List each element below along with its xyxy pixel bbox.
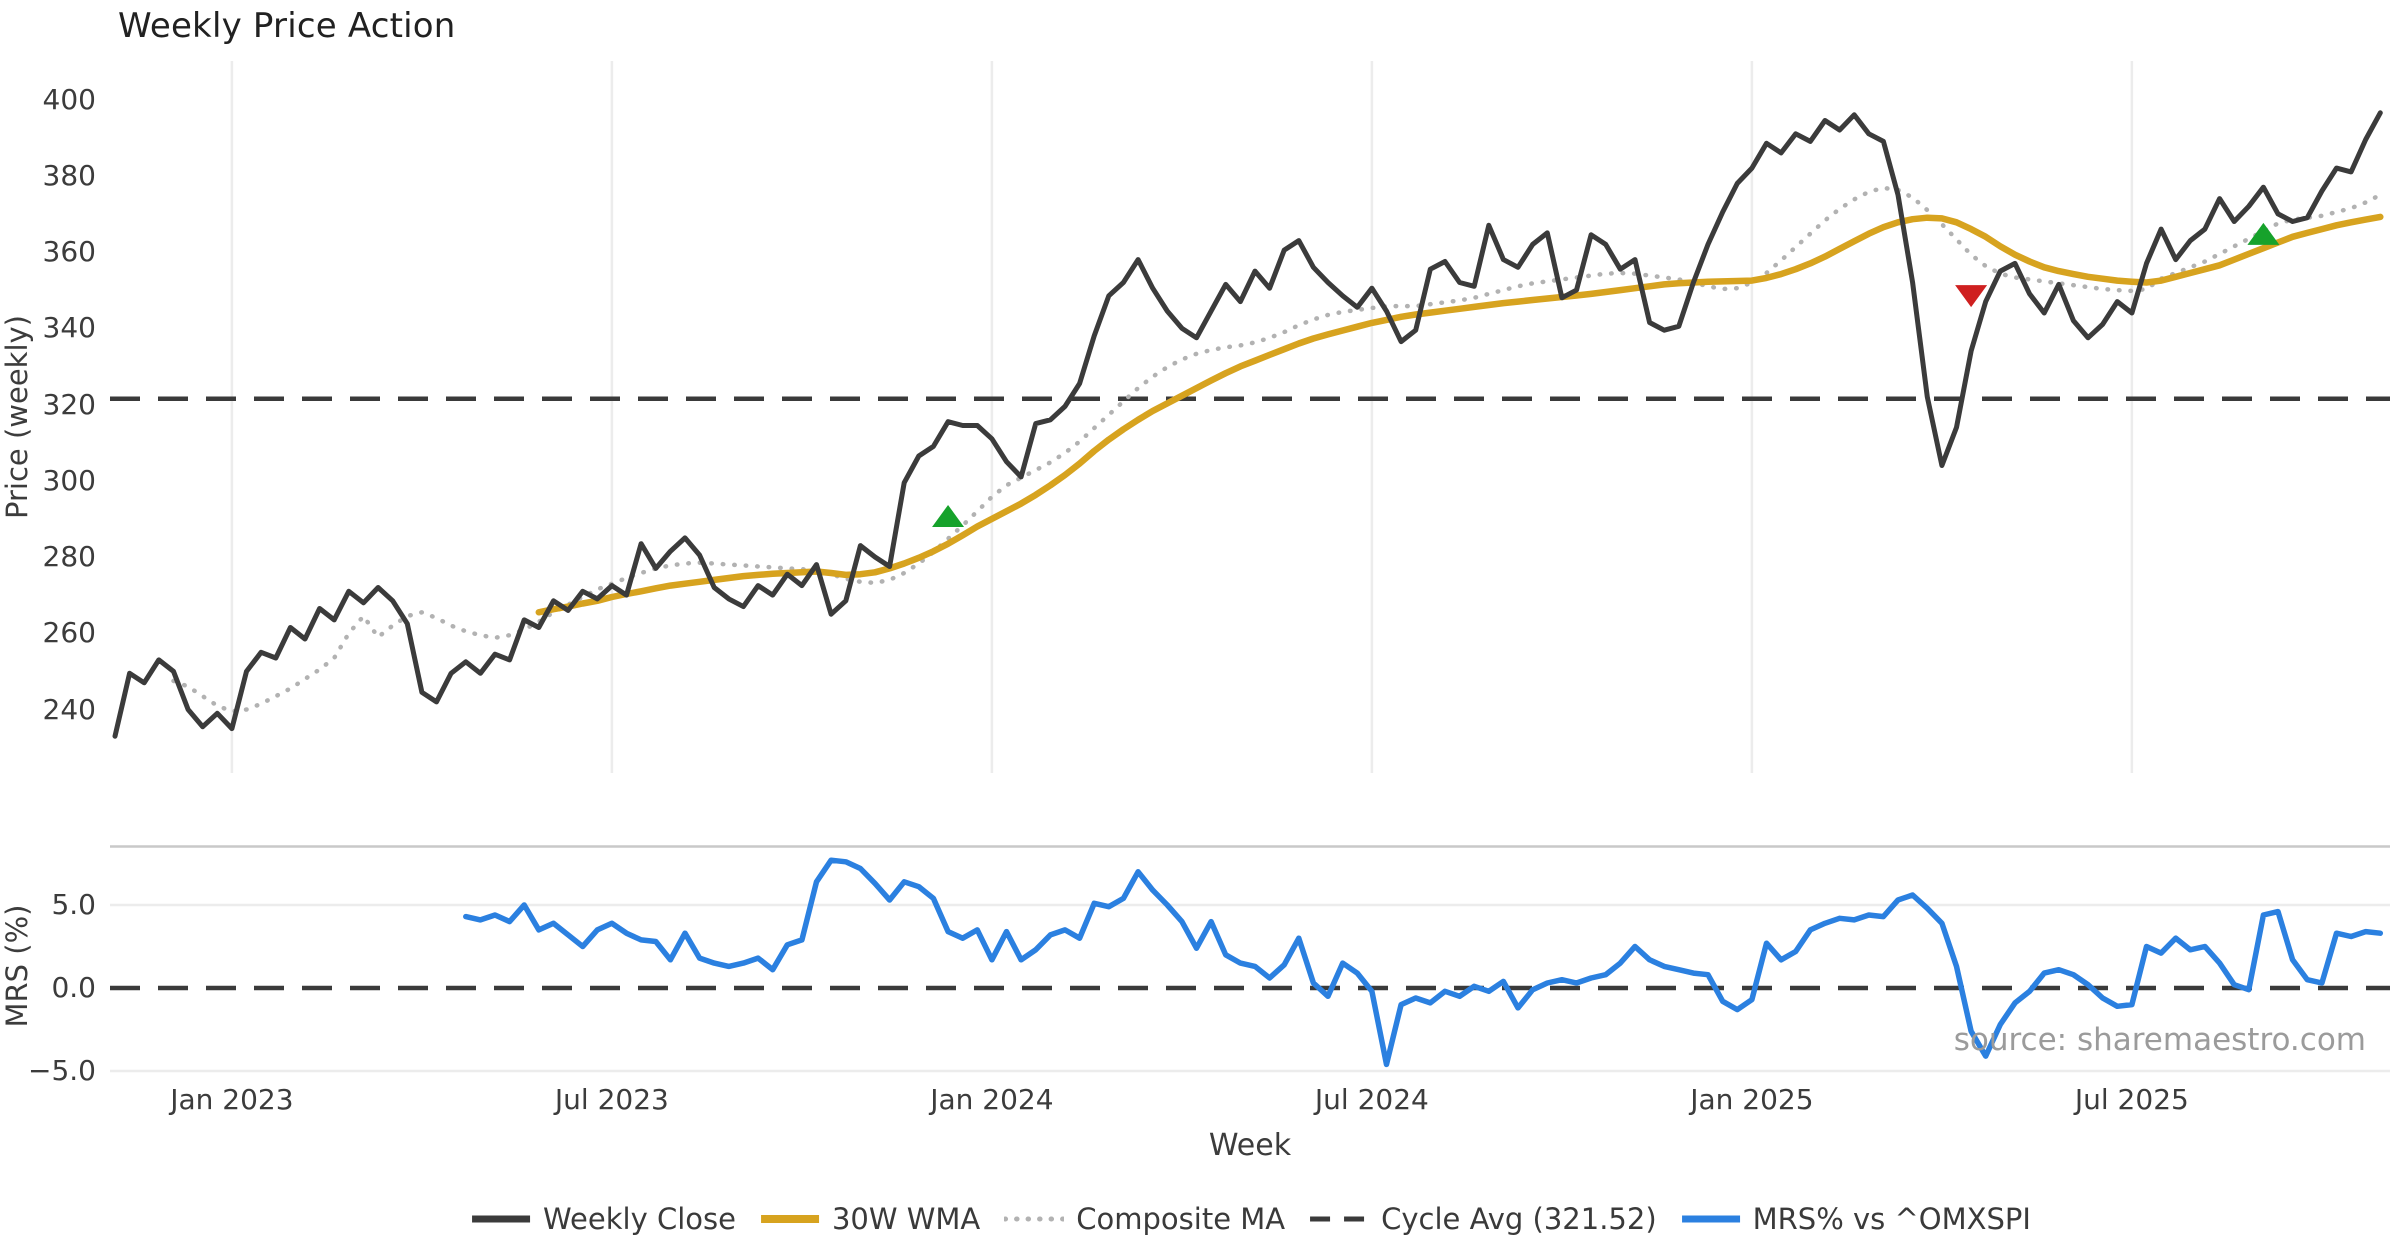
legend-line-sample-icon	[472, 1215, 531, 1223]
x-tick-label: Jul 2025	[2074, 1083, 2189, 1116]
price-tick-label: 360	[42, 235, 96, 268]
price-tick-label: 320	[42, 387, 96, 421]
legend-item: 30W WMA	[760, 1202, 980, 1236]
x-tick-label: Jan 2024	[930, 1083, 1054, 1116]
x-tick-label: Jan 2025	[1690, 1083, 1814, 1116]
buy-signal-marker	[2247, 222, 2280, 245]
price-tick-label: 300	[42, 463, 96, 497]
legend-item-label: 30W WMA	[831, 1202, 981, 1236]
x-axis-label: Week	[1208, 1128, 1292, 1163]
buy-signal-marker	[932, 504, 965, 527]
weekly-close-line	[112, 110, 2383, 739]
price-tick-label: 400	[42, 82, 96, 116]
legend-line-sample-icon	[1310, 1216, 1369, 1222]
legend-item-label: Weekly Close	[543, 1202, 736, 1236]
price-tick-label: 380	[42, 158, 96, 192]
price-tick-label: 240	[42, 692, 96, 726]
legend-item-label: Cycle Avg (321.52)	[1381, 1202, 1657, 1236]
legend-line-sample-icon	[1681, 1215, 1740, 1223]
mrs-tick-label: 5.0	[51, 888, 96, 921]
x-tick-label: Jan 2023	[170, 1083, 294, 1116]
chart-legend: Weekly Close 30W WMA Composite MA Cycle Avg…	[471, 1202, 2031, 1236]
legend-line-sample-icon	[1004, 1216, 1065, 1222]
x-tick-label: Jul 2023	[554, 1083, 669, 1116]
source-credit: source: sharemaestro.com	[1953, 1022, 2366, 1058]
legend-line-sample-icon	[760, 1215, 819, 1223]
sell-signal-marker	[1955, 285, 1988, 308]
legend-item-label: MRS% vs ^OMXSPI	[1752, 1202, 2031, 1236]
x-tick-label: Jul 2024	[1314, 1083, 1429, 1116]
mrs-line	[463, 857, 2384, 1068]
price-tick-label: 280	[42, 540, 96, 573]
price-tick-label: 260	[42, 616, 96, 650]
legend-item: Composite MA	[1004, 1202, 1285, 1236]
legend-item: Weekly Close	[471, 1202, 736, 1236]
chart-title: Weekly Price Action	[118, 6, 456, 46]
legend-item: MRS% vs ^OMXSPI	[1681, 1202, 2031, 1236]
legend-item: Cycle Avg (321.52)	[1309, 1202, 1657, 1236]
price-tick-label: 340	[42, 311, 96, 345]
legend-item-label: Composite MA	[1076, 1202, 1286, 1236]
mrs-tick-label: 0.0	[51, 971, 96, 1004]
wma-line	[535, 213, 2384, 616]
mrs-tick-label: −5.0	[28, 1054, 96, 1087]
